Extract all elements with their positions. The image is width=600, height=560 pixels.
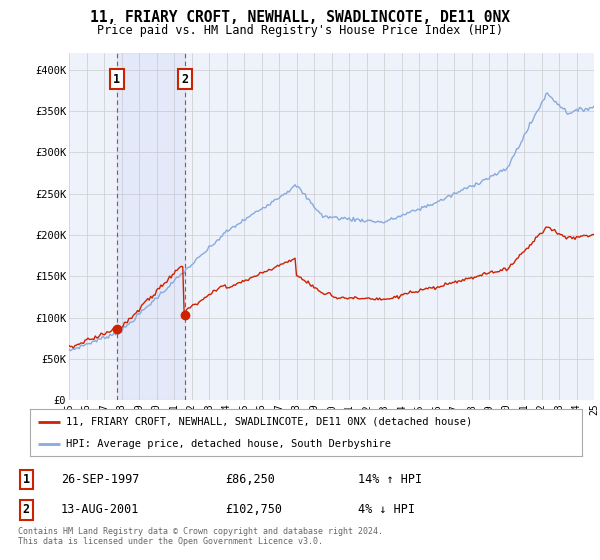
Text: 2: 2 — [181, 73, 188, 86]
Text: 1: 1 — [113, 73, 121, 86]
Text: 2: 2 — [23, 503, 30, 516]
Text: 4% ↓ HPI: 4% ↓ HPI — [358, 503, 415, 516]
Text: 26-SEP-1997: 26-SEP-1997 — [61, 473, 139, 486]
Text: £102,750: £102,750 — [225, 503, 282, 516]
Text: 14% ↑ HPI: 14% ↑ HPI — [358, 473, 422, 486]
Text: £86,250: £86,250 — [225, 473, 275, 486]
Text: 13-AUG-2001: 13-AUG-2001 — [61, 503, 139, 516]
Text: HPI: Average price, detached house, South Derbyshire: HPI: Average price, detached house, Sout… — [66, 438, 391, 449]
Text: Contains HM Land Registry data © Crown copyright and database right 2024.
This d: Contains HM Land Registry data © Crown c… — [18, 527, 383, 546]
Bar — [117, 53, 185, 400]
Text: 11, FRIARY CROFT, NEWHALL, SWADLINCOTE, DE11 0NX: 11, FRIARY CROFT, NEWHALL, SWADLINCOTE, … — [90, 10, 510, 25]
Text: 1: 1 — [23, 473, 30, 486]
Text: Price paid vs. HM Land Registry's House Price Index (HPI): Price paid vs. HM Land Registry's House … — [97, 24, 503, 36]
Text: 11, FRIARY CROFT, NEWHALL, SWADLINCOTE, DE11 0NX (detached house): 11, FRIARY CROFT, NEWHALL, SWADLINCOTE, … — [66, 417, 472, 427]
